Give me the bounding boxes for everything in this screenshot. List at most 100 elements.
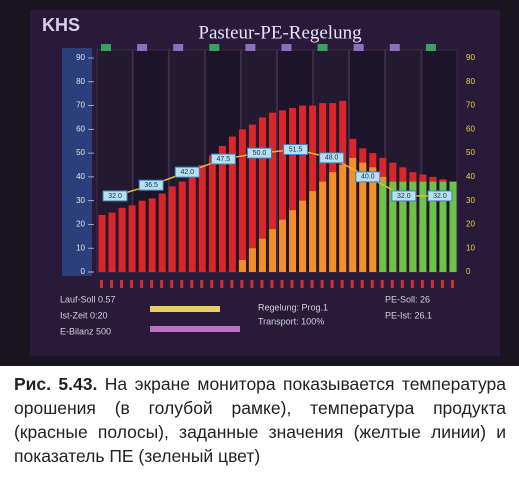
bar (359, 162, 367, 272)
slot-marker (180, 280, 184, 288)
y2-tick-label: 50 (466, 148, 475, 157)
zone-column (168, 49, 205, 273)
caption: Рис. 5.43. На экране монитора показывает… (14, 372, 506, 468)
y-tick-label: 0 (81, 267, 86, 276)
status-text: PE-Soll: 26 (385, 294, 430, 304)
slot-marker (300, 280, 304, 288)
zone-header (209, 44, 220, 51)
y2-tick-label: 20 (466, 220, 475, 229)
zone-header (425, 44, 436, 51)
bar (399, 181, 407, 272)
bar (248, 248, 256, 272)
setpoint-line (114, 148, 440, 197)
left-axis-panel (62, 48, 92, 276)
bar (419, 181, 427, 272)
slot-marker (150, 280, 154, 288)
slot-marker (440, 280, 444, 288)
bar (168, 186, 176, 272)
bar (299, 200, 307, 272)
setpoint-box (138, 179, 164, 191)
status-text: Lauf-Soll 0.57 (60, 294, 116, 304)
zone-header (173, 44, 184, 51)
y2-tick-label: 70 (466, 101, 475, 110)
zone-header (317, 44, 328, 51)
setpoint-label: 40.0 (361, 174, 375, 181)
setpoint-box (427, 190, 453, 202)
setpoint-box (174, 166, 200, 178)
bar (309, 191, 317, 272)
setpoint-box (319, 152, 345, 164)
status-text: Regelung: Prog.1 (258, 302, 328, 312)
bar (309, 105, 317, 272)
slot-marker (250, 280, 254, 288)
zone-header (353, 44, 364, 51)
plot-area: 0 0 10 10 20 20 30 30 40 40 50 50 60 60 70 70 80 80 90 90 32… (76, 44, 475, 288)
bar (379, 181, 387, 272)
setpoint-box (102, 190, 128, 202)
slot-marker (430, 280, 434, 288)
status-bar (150, 306, 220, 312)
bar (319, 181, 327, 272)
status-bar (150, 326, 240, 332)
bar (148, 198, 156, 272)
bar (329, 172, 337, 272)
y2-tick-label: 60 (466, 124, 475, 133)
y2-tick-label: 0 (466, 267, 471, 276)
bar (118, 207, 126, 272)
bar (228, 136, 236, 272)
slot-marker (450, 280, 454, 288)
slot-marker (330, 280, 334, 288)
zone-header (137, 44, 148, 51)
bar (198, 165, 206, 272)
y-tick-label: 10 (76, 243, 85, 252)
bar (208, 155, 216, 272)
slot-marker (130, 280, 134, 288)
bar (439, 181, 447, 272)
bar (389, 181, 397, 272)
setpoint-label: 47.5 (217, 156, 231, 163)
slot-marker (380, 280, 384, 288)
zone-header (389, 44, 400, 51)
status-text: Ist-Zeit 0:20 (60, 310, 108, 320)
slot-marker (410, 280, 414, 288)
slot-marker (140, 280, 144, 288)
setpoint-box (355, 171, 381, 183)
slot-marker (390, 280, 394, 288)
y-tick-label: 70 (76, 101, 85, 110)
slot-marker (240, 280, 244, 288)
slot-marker (370, 280, 374, 288)
bar (369, 167, 377, 272)
y-tick-label: 90 (76, 53, 85, 62)
bar (349, 157, 357, 272)
y2-tick-label: 30 (466, 196, 475, 205)
y-tick-label: 80 (76, 77, 85, 86)
slot-marker (170, 280, 174, 288)
slot-marker (360, 280, 364, 288)
bar (138, 200, 146, 272)
bar (429, 181, 437, 272)
y-tick-label: 20 (76, 220, 85, 229)
setpoint-box (246, 147, 272, 159)
slot-marker (120, 280, 124, 288)
slot-marker (420, 280, 424, 288)
caption-text: На экране монитора показывается температ… (14, 374, 506, 466)
setpoint-label: 36.5 (144, 182, 158, 189)
bar (178, 181, 186, 272)
slot-marker (220, 280, 224, 288)
bar (238, 260, 246, 272)
bar (188, 174, 196, 272)
status-text: Transport: 100% (258, 316, 324, 326)
bar (98, 214, 106, 272)
slot-marker (230, 280, 234, 288)
bar (268, 112, 276, 272)
slot-marker (100, 280, 103, 288)
setpoint-box (283, 144, 309, 156)
slot-marker (160, 280, 164, 288)
bar (238, 129, 246, 272)
slot-marker (210, 280, 214, 288)
bar (218, 145, 226, 272)
slot-marker (310, 280, 314, 288)
bar (279, 110, 287, 272)
y-tick-label: 30 (76, 196, 85, 205)
y-tick-label: 50 (76, 148, 85, 157)
